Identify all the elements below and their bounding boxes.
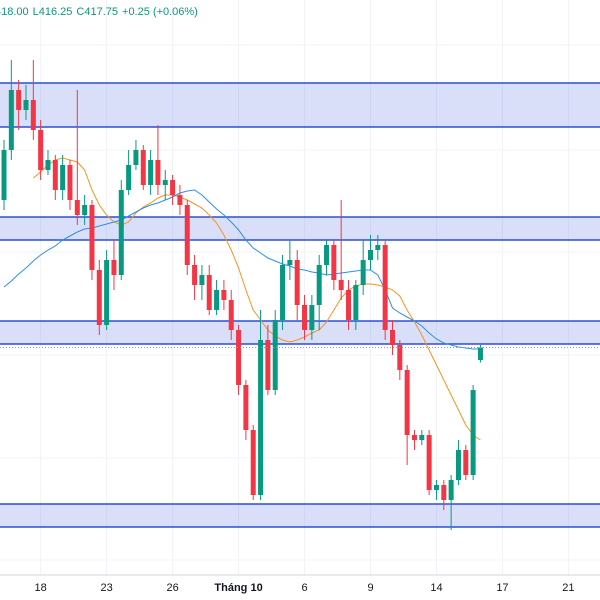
candle-body [455, 450, 461, 480]
x-tick-label: 21 [562, 582, 574, 594]
candle-body [419, 435, 425, 440]
candle-body [404, 370, 410, 435]
candle-body [309, 305, 315, 330]
candle-body [389, 330, 395, 345]
candle-body [52, 160, 58, 190]
candle-body [258, 340, 264, 495]
candle-body [82, 205, 88, 215]
x-axis: 18 23 26 Tháng 10 6 9 14 17 21 [35, 582, 575, 594]
candle-body [287, 260, 293, 265]
grid [0, 0, 600, 575]
x-tick-label: 23 [100, 582, 112, 594]
candle-body [302, 305, 308, 330]
candle-body [346, 290, 352, 320]
zone [0, 217, 600, 240]
zone [0, 321, 600, 344]
x-tick-label: 14 [430, 582, 442, 594]
moving-average-line [3, 189, 481, 350]
x-tick-label: 18 [35, 582, 47, 594]
candle-body [360, 260, 366, 285]
candle-body [280, 265, 286, 320]
candle-body [126, 165, 132, 190]
plot [0, 60, 600, 530]
candle-body [441, 485, 447, 500]
candle-body [67, 165, 73, 200]
candle-body [265, 340, 271, 390]
moving-average-line [32, 157, 481, 441]
candle-body [236, 330, 242, 385]
candle-body [206, 275, 212, 310]
candle-body [477, 347, 483, 360]
x-tick-label: Tháng 10 [214, 582, 262, 594]
x-axis-background [0, 575, 600, 600]
candle-body [1, 150, 7, 200]
candle-body [331, 245, 337, 280]
candle-body [448, 480, 454, 500]
x-tick-label: 6 [301, 582, 307, 594]
candle-body [375, 245, 381, 250]
candle-body [170, 180, 176, 195]
candle-body [426, 435, 432, 490]
candle-body [338, 280, 344, 290]
candle-body [382, 245, 388, 330]
candle-body [177, 195, 183, 205]
candle-body [60, 165, 66, 190]
candle-body [155, 160, 161, 185]
candle-body [272, 320, 278, 390]
x-tick-label: 9 [367, 582, 373, 594]
header-item: C417.75 [76, 6, 118, 18]
candle-body [294, 260, 300, 305]
candle-body [23, 100, 29, 110]
candle-body [74, 200, 80, 215]
candle-body [316, 265, 322, 305]
candle-body [199, 275, 205, 285]
candle-body [243, 385, 249, 430]
candle-body [411, 435, 417, 440]
candle-body [118, 190, 124, 275]
candle-body [133, 150, 139, 165]
zone [0, 83, 600, 127]
candle-body [463, 450, 469, 475]
candle-body [368, 250, 373, 260]
candle-body [162, 180, 168, 185]
candle-body [470, 390, 476, 475]
candle-body [140, 150, 146, 185]
candle-body [104, 260, 110, 325]
candle-body [111, 260, 117, 275]
candle-body [250, 430, 256, 495]
header-item: L416.25 [33, 6, 73, 18]
candle-body [8, 90, 14, 150]
candle-body [96, 270, 102, 325]
candle-body [89, 205, 95, 270]
x-tick-label: 17 [496, 582, 508, 594]
candle-body [397, 345, 403, 370]
candle-body [228, 300, 234, 330]
candle-body [324, 245, 330, 265]
candle-body [184, 205, 190, 265]
candle-body [221, 290, 227, 300]
x-tick-label: 26 [166, 582, 178, 594]
zone [0, 504, 600, 527]
candle-body [192, 265, 198, 285]
candle-body [16, 90, 22, 110]
candle-body [38, 130, 44, 170]
candle-body [214, 290, 220, 310]
candle-body [433, 485, 439, 490]
candle-body [45, 160, 51, 170]
candle-body [353, 285, 359, 320]
header-item: 418.00 [0, 6, 29, 18]
header-item: +0.25 (+0.06%) [122, 6, 198, 18]
candle-body [30, 100, 36, 130]
candle-body [148, 160, 154, 185]
